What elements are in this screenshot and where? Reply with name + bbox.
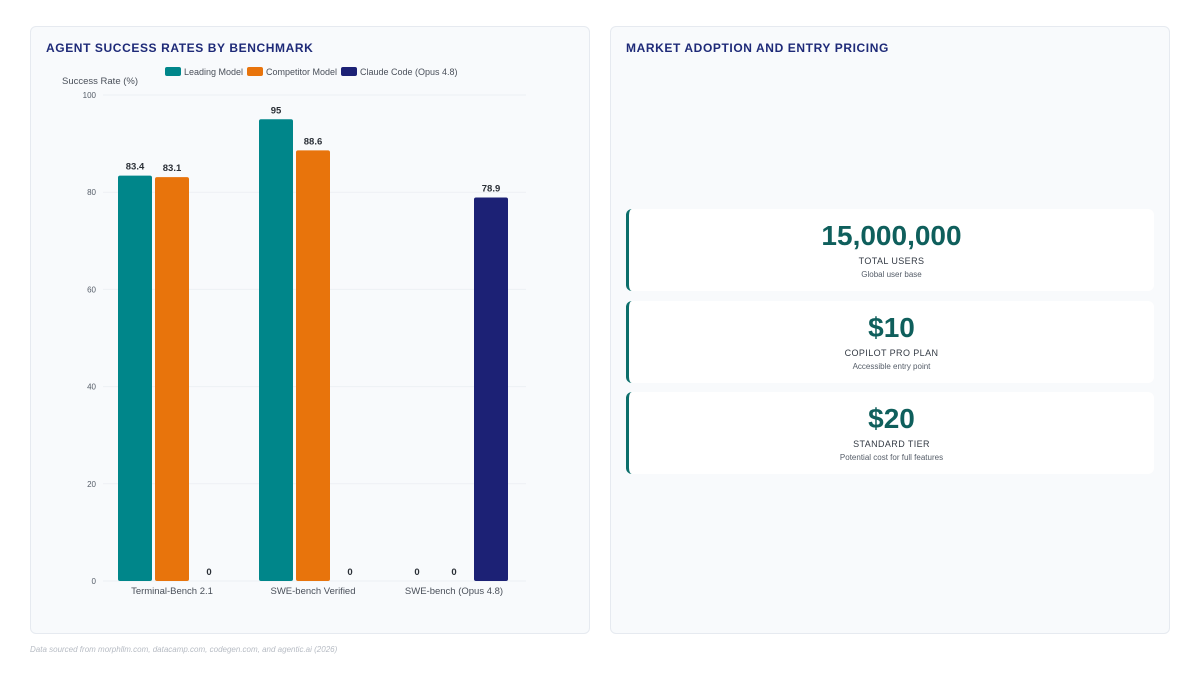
legend-label: Leading Model — [184, 67, 243, 77]
stat-value: 15,000,000 — [821, 220, 962, 251]
bar-value-label: 83.1 — [163, 163, 182, 174]
bar-value-label: 83.4 — [126, 162, 145, 173]
y-tick-label: 80 — [87, 188, 96, 197]
stat-label: STANDARD TIER — [853, 439, 930, 449]
bar — [474, 197, 508, 581]
y-tick-label: 0 — [92, 577, 97, 586]
bar — [259, 119, 293, 582]
benchmark-chart-panel: AGENT SUCCESS RATES BY BENCHMARK 0 20 40 60… — [30, 26, 590, 634]
stat-card-standard-tier: $20 STANDARD TIER Potential cost for ful… — [626, 392, 1154, 474]
bar-value-label: 0 — [206, 567, 211, 578]
legend-swatch — [165, 67, 181, 76]
chart-panel-title: AGENT SUCCESS RATES BY BENCHMARK — [46, 41, 314, 55]
bar-value-label: 0 — [347, 567, 352, 578]
bar-value-label: 95 — [271, 105, 282, 116]
bar-value-label: 0 — [414, 567, 419, 578]
legend-label: Competitor Model — [266, 67, 337, 77]
y-tick-label: 20 — [87, 480, 96, 489]
x-tick-label: SWE-bench Verified — [270, 586, 355, 597]
y-tick-label: 100 — [83, 91, 97, 100]
bar-value-label: 88.6 — [304, 136, 323, 147]
legend-swatch — [247, 67, 263, 76]
y-tick-label: 60 — [87, 285, 96, 294]
benchmark-bar-chart: 0 20 40 60 80 100 Success Rate (%) Leading Mode… — [62, 67, 526, 597]
market-adoption-panel: MARKET ADOPTION AND ENTRY PRICING 15,000… — [610, 26, 1170, 634]
x-tick-label: SWE-bench (Opus 4.8) — [405, 586, 503, 597]
bar-value-label: 0 — [451, 567, 456, 578]
stat-card-total-users: 15,000,000 TOTAL USERS Global user base — [626, 209, 1154, 291]
market-panel-title: MARKET ADOPTION AND ENTRY PRICING — [626, 41, 889, 55]
stat-card-copilot-pro: $10 COPILOT PRO PLAN Accessible entry po… — [626, 301, 1154, 383]
x-tick-label: Terminal-Bench 2.1 — [131, 586, 213, 597]
legend-swatch — [341, 67, 357, 76]
y-axis-label: Success Rate (%) — [62, 76, 138, 87]
stat-label: TOTAL USERS — [858, 256, 925, 266]
stat-description: Global user base — [861, 270, 922, 279]
y-tick-label: 40 — [87, 383, 96, 392]
stat-description: Potential cost for full features — [839, 453, 944, 462]
bar-value-label: 78.9 — [482, 184, 501, 195]
bar — [155, 177, 189, 581]
bar — [296, 150, 330, 581]
stat-value: $20 — [868, 403, 915, 434]
legend-label: Claude Code (Opus 4.8) — [360, 67, 458, 77]
stat-description: Accessible entry point — [852, 362, 931, 371]
stat-value: $10 — [868, 312, 915, 343]
bar — [118, 175, 152, 581]
stat-label: COPILOT PRO PLAN — [844, 348, 939, 358]
data-source-footnote: Data sourced from morphllm.com, datacamp… — [30, 645, 338, 654]
